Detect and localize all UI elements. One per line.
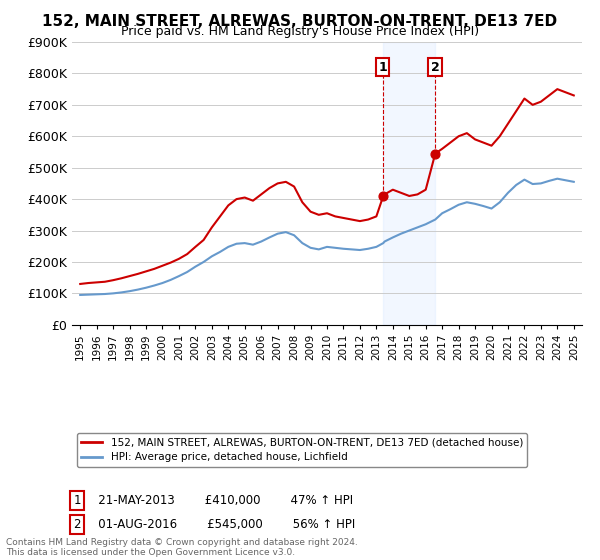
- Point: [378, 192, 388, 200]
- Legend: 152, MAIN STREET, ALREWAS, BURTON-ON-TRENT, DE13 7ED (detached house), HPI: Aver: 152, MAIN STREET, ALREWAS, BURTON-ON-TRE…: [77, 433, 527, 466]
- Text: 152, MAIN STREET, ALREWAS, BURTON-ON-TRENT, DE13 7ED: 152, MAIN STREET, ALREWAS, BURTON-ON-TRE…: [43, 14, 557, 29]
- Text: 2: 2: [73, 517, 81, 531]
- Point: [430, 149, 440, 158]
- Text: 1: 1: [378, 60, 387, 73]
- Text: Contains HM Land Registry data © Crown copyright and database right 2024.
This d: Contains HM Land Registry data © Crown c…: [6, 538, 358, 557]
- Bar: [383, 42, 435, 325]
- Text: 01-AUG-2016        £545,000        56% ↑ HPI: 01-AUG-2016 £545,000 56% ↑ HPI: [88, 517, 356, 531]
- Text: Price paid vs. HM Land Registry's House Price Index (HPI): Price paid vs. HM Land Registry's House …: [121, 25, 479, 38]
- Text: 1: 1: [73, 493, 81, 507]
- Text: 2: 2: [431, 60, 440, 73]
- Text: 21-MAY-2013        £410,000        47% ↑ HPI: 21-MAY-2013 £410,000 47% ↑ HPI: [88, 493, 353, 507]
